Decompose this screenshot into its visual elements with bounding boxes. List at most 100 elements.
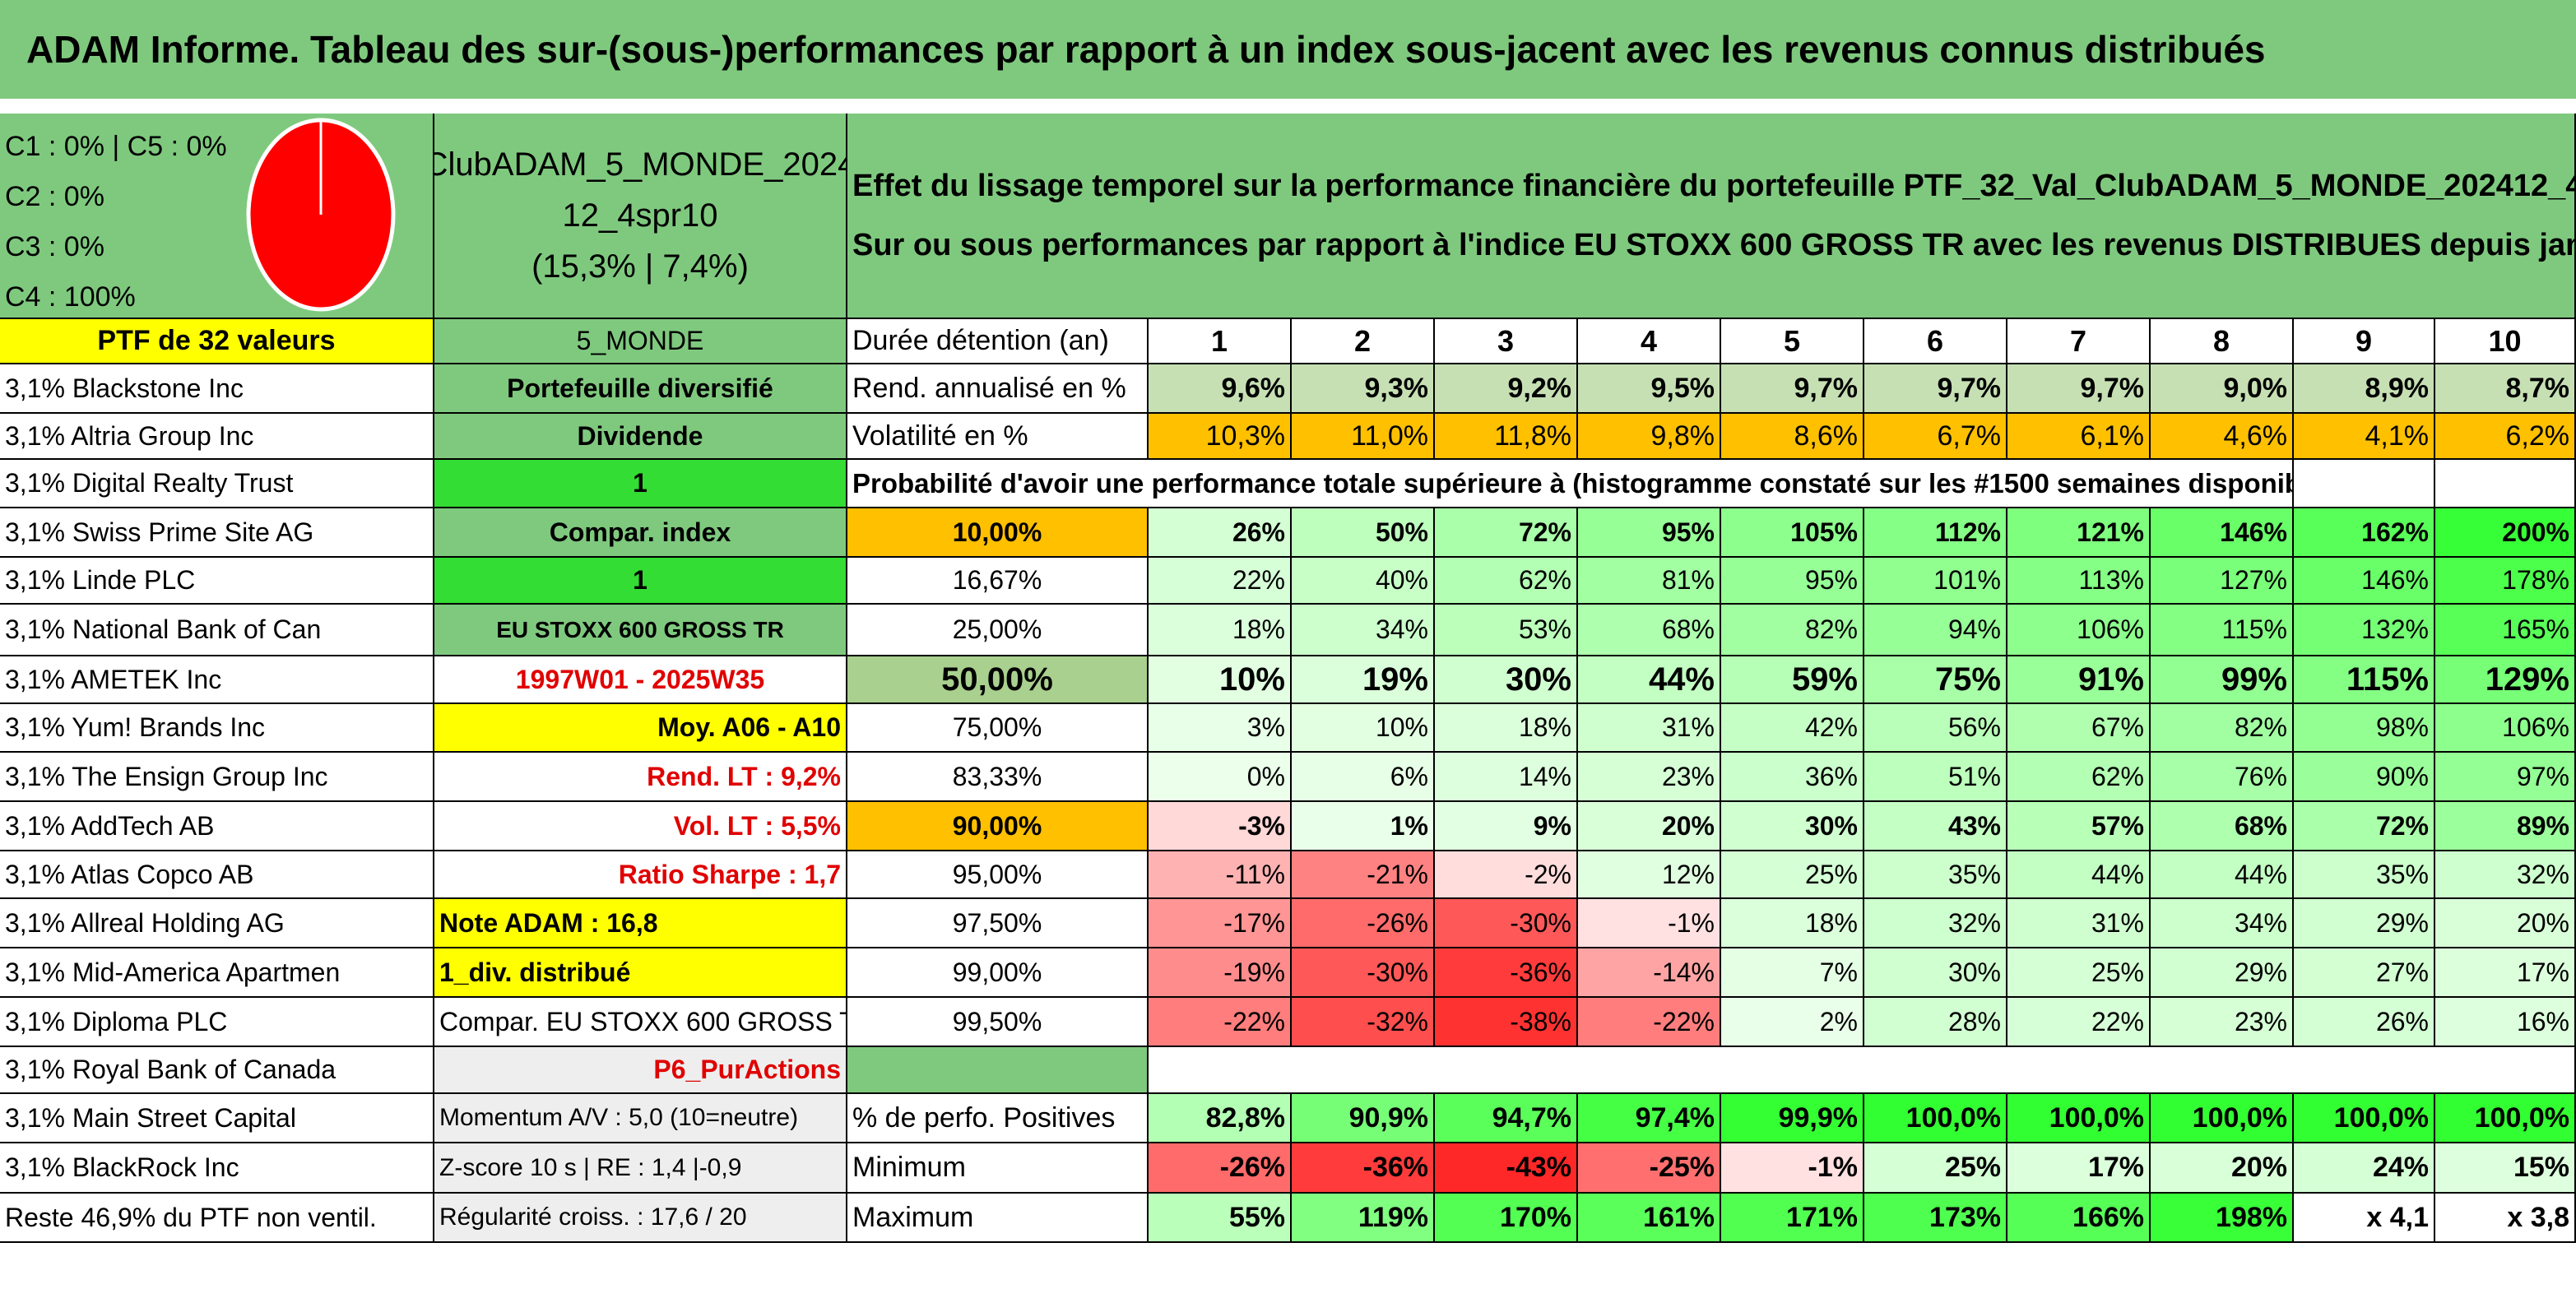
holding-item: 3,1% Swiss Prime Site AG — [0, 508, 434, 558]
year-header: 9 — [2294, 319, 2435, 364]
maximum-value: x 4,1 — [2294, 1194, 2435, 1243]
volatility-value: 11,0% — [1292, 414, 1435, 460]
maximum-label: Maximum — [847, 1194, 1149, 1243]
portfolio-info: Portefeuille diversifié — [434, 364, 847, 414]
quantile-value: 30% — [1864, 948, 2007, 998]
quantile-value: 23% — [2151, 998, 2294, 1047]
quantile-value: 34% — [1292, 605, 1435, 656]
maximum-value: 161% — [1578, 1194, 1721, 1243]
portfolio-info: Dividende — [434, 414, 847, 460]
maximum-value: x 3,8 — [2435, 1194, 2576, 1243]
volatility-value: 4,6% — [2151, 414, 2294, 460]
holding-item: 3,1% Royal Bank of Canada — [0, 1047, 434, 1094]
duration-label: Durée détention (an) — [847, 319, 1149, 364]
portfolio-info: Momentum A/V : 5,0 (10=neutre) — [434, 1094, 847, 1143]
quantile-value: 30% — [1721, 802, 1864, 851]
quantile-value: 18% — [1149, 605, 1292, 656]
annual-return-value: 9,0% — [2151, 364, 2294, 414]
quantile-value: 1% — [1292, 802, 1435, 851]
maximum-value: 198% — [2151, 1194, 2294, 1243]
quantile-value: 29% — [2151, 948, 2294, 998]
quantile-value: 44% — [2151, 851, 2294, 899]
portfolio-info: Rend. LT : 9,2% — [434, 753, 847, 802]
volatility-value: 8,6% — [1721, 414, 1864, 460]
quantile-value: 76% — [2151, 753, 2294, 802]
quantile-label: 97,50% — [847, 899, 1149, 948]
year-header: 7 — [2007, 319, 2151, 364]
minimum-value: 17% — [2007, 1143, 2151, 1194]
quantile-value: 26% — [1149, 508, 1292, 558]
quantile-value: 0% — [1149, 753, 1292, 802]
quantile-value: 91% — [2007, 656, 2151, 704]
quantile-value: 75% — [1864, 656, 2007, 704]
holding-item: 3,1% AMETEK Inc — [0, 656, 434, 704]
positive-perf-value: 97,4% — [1578, 1094, 1721, 1143]
holding-item: 3,1% Digital Realty Trust — [0, 460, 434, 508]
year-header: 8 — [2151, 319, 2294, 364]
holding-item: 3,1% Main Street Capital — [0, 1094, 434, 1143]
quantile-value: 40% — [1292, 558, 1435, 605]
quantile-value: -38% — [1435, 998, 1578, 1047]
minimum-value: 24% — [2294, 1143, 2435, 1194]
quantile-value: 44% — [1578, 656, 1721, 704]
positive-perf-value: 100,0% — [2294, 1094, 2435, 1143]
minimum-value: 25% — [1864, 1143, 2007, 1194]
holding-item: 3,1% Diploma PLC — [0, 998, 434, 1047]
holding-item: Reste 46,9% du PTF non ventil. — [0, 1194, 434, 1243]
portfolio-info: 1 — [434, 558, 847, 605]
maximum-value: 55% — [1149, 1194, 1292, 1243]
quantile-value: 127% — [2151, 558, 2294, 605]
quantile-value: 51% — [1864, 753, 2007, 802]
quantile-value: 44% — [2007, 851, 2151, 899]
maximum-value: 173% — [1864, 1194, 2007, 1243]
quantile-value: 95% — [1721, 558, 1864, 605]
quantile-value: -3% — [1149, 802, 1292, 851]
quantile-value: 162% — [2294, 508, 2435, 558]
quantile-label: 10,00% — [847, 508, 1149, 558]
quantile-label: 50,00% — [847, 656, 1149, 704]
description-line: Effet du lissage temporel sur la perform… — [852, 169, 2576, 203]
maximum-value: 170% — [1435, 1194, 1578, 1243]
quantile-value: -14% — [1578, 948, 1721, 998]
positive-perf-value: 82,8% — [1149, 1094, 1292, 1143]
quantile-value: -22% — [1578, 998, 1721, 1047]
portfolio-info: Z-score 10 s | RE : 1,4 |-0,9 — [434, 1143, 847, 1194]
quantile-value: 18% — [1721, 899, 1864, 948]
quantile-value: 31% — [1578, 704, 1721, 753]
class-allocation-item: C3 : 0% — [5, 231, 104, 262]
volatility-value: 6,7% — [1864, 414, 2007, 460]
positive-perf-value: 100,0% — [2435, 1094, 2576, 1143]
quantile-label: 95,00% — [847, 851, 1149, 899]
annual-return-value: 9,7% — [1864, 364, 2007, 414]
portfolio-info: 1 — [434, 460, 847, 508]
quantile-value: 113% — [2007, 558, 2151, 605]
minimum-value: 20% — [2151, 1143, 2294, 1194]
quantile-value: 62% — [1435, 558, 1578, 605]
portfolio-name-panel: ClubADAM_5_MONDE_2024 12_4spr10 (15,3% | 7… — [434, 114, 847, 319]
quantile-value: -21% — [1292, 851, 1435, 899]
quantile-label: 83,33% — [847, 753, 1149, 802]
quantile-value: 28% — [1864, 998, 2007, 1047]
holding-item: 3,1% Blackstone Inc — [0, 364, 434, 414]
holding-item: 3,1% Mid-America Apartmen — [0, 948, 434, 998]
quantile-value: 20% — [2435, 899, 2576, 948]
minimum-value: -1% — [1721, 1143, 1864, 1194]
holding-item: 3,1% Yum! Brands Inc — [0, 704, 434, 753]
quantile-value: 89% — [2435, 802, 2576, 851]
quantile-value: -19% — [1149, 948, 1292, 998]
annual-return-value: 9,7% — [2007, 364, 2151, 414]
table-cell — [2435, 460, 2576, 508]
positive-perf-value: 100,0% — [2151, 1094, 2294, 1143]
quantile-value: 35% — [2294, 851, 2435, 899]
spacer-cell — [1149, 1047, 2576, 1094]
performance-table: C1 : 0% | C5 : 0% C2 : 0% C3 : 0% C4 : 100%… — [0, 114, 2576, 1289]
year-header: 6 — [1864, 319, 2007, 364]
quantile-value: 27% — [2294, 948, 2435, 998]
quantile-value: 18% — [1435, 704, 1578, 753]
quantile-value: -2% — [1435, 851, 1578, 899]
quantile-value: -26% — [1292, 899, 1435, 948]
quantile-value: 17% — [2435, 948, 2576, 998]
quantile-value: 81% — [1578, 558, 1721, 605]
holding-item: 3,1% AddTech AB — [0, 802, 434, 851]
quantile-value: 165% — [2435, 605, 2576, 656]
